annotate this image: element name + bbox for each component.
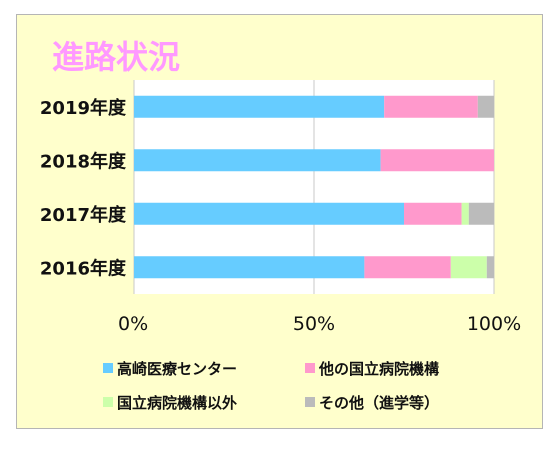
bar-3-1 <box>364 256 451 279</box>
bar-0-1 <box>384 95 478 118</box>
x-tick-labels: 0% 50% 100% <box>118 313 521 335</box>
bar-2-3 <box>468 202 494 225</box>
bar-3-2 <box>450 256 487 279</box>
category-label-1: 2018年度 <box>40 150 127 172</box>
bar-1-1 <box>380 149 494 172</box>
x-tick-label-1: 50% <box>293 313 335 335</box>
x-tick-label-2: 100% <box>467 313 521 335</box>
legend-swatch-3 <box>305 397 315 407</box>
category-label-3: 2016年度 <box>40 257 127 279</box>
bar-2-2 <box>461 202 469 225</box>
category-labels: 2019年度 2018年度 2017年度 2016年度 <box>40 97 127 280</box>
legend-label-1: 他の国立病院機構 <box>318 360 439 378</box>
category-label-2: 2017年度 <box>40 204 127 226</box>
bar-2-1 <box>404 202 462 225</box>
legend-label-3: その他（進学等） <box>319 394 439 412</box>
chart-title: 進路状況 <box>52 38 180 76</box>
bar-3-3 <box>486 256 494 279</box>
category-label-0: 2019年度 <box>40 97 127 119</box>
legend-swatch-1 <box>305 363 315 373</box>
x-tick-label-0: 0% <box>118 313 148 335</box>
legend-label-0: 高崎医療センター <box>117 360 237 378</box>
bar-2-0 <box>134 202 404 225</box>
bar-0-0 <box>134 95 385 118</box>
bars <box>134 95 494 279</box>
bar-1-0 <box>134 149 381 172</box>
bar-3-0 <box>134 256 365 279</box>
bar-0-3 <box>477 95 494 118</box>
legend-label-2: 国立病院機構以外 <box>117 394 237 412</box>
legend-swatch-0 <box>103 363 113 373</box>
legend-swatch-2 <box>103 397 113 407</box>
